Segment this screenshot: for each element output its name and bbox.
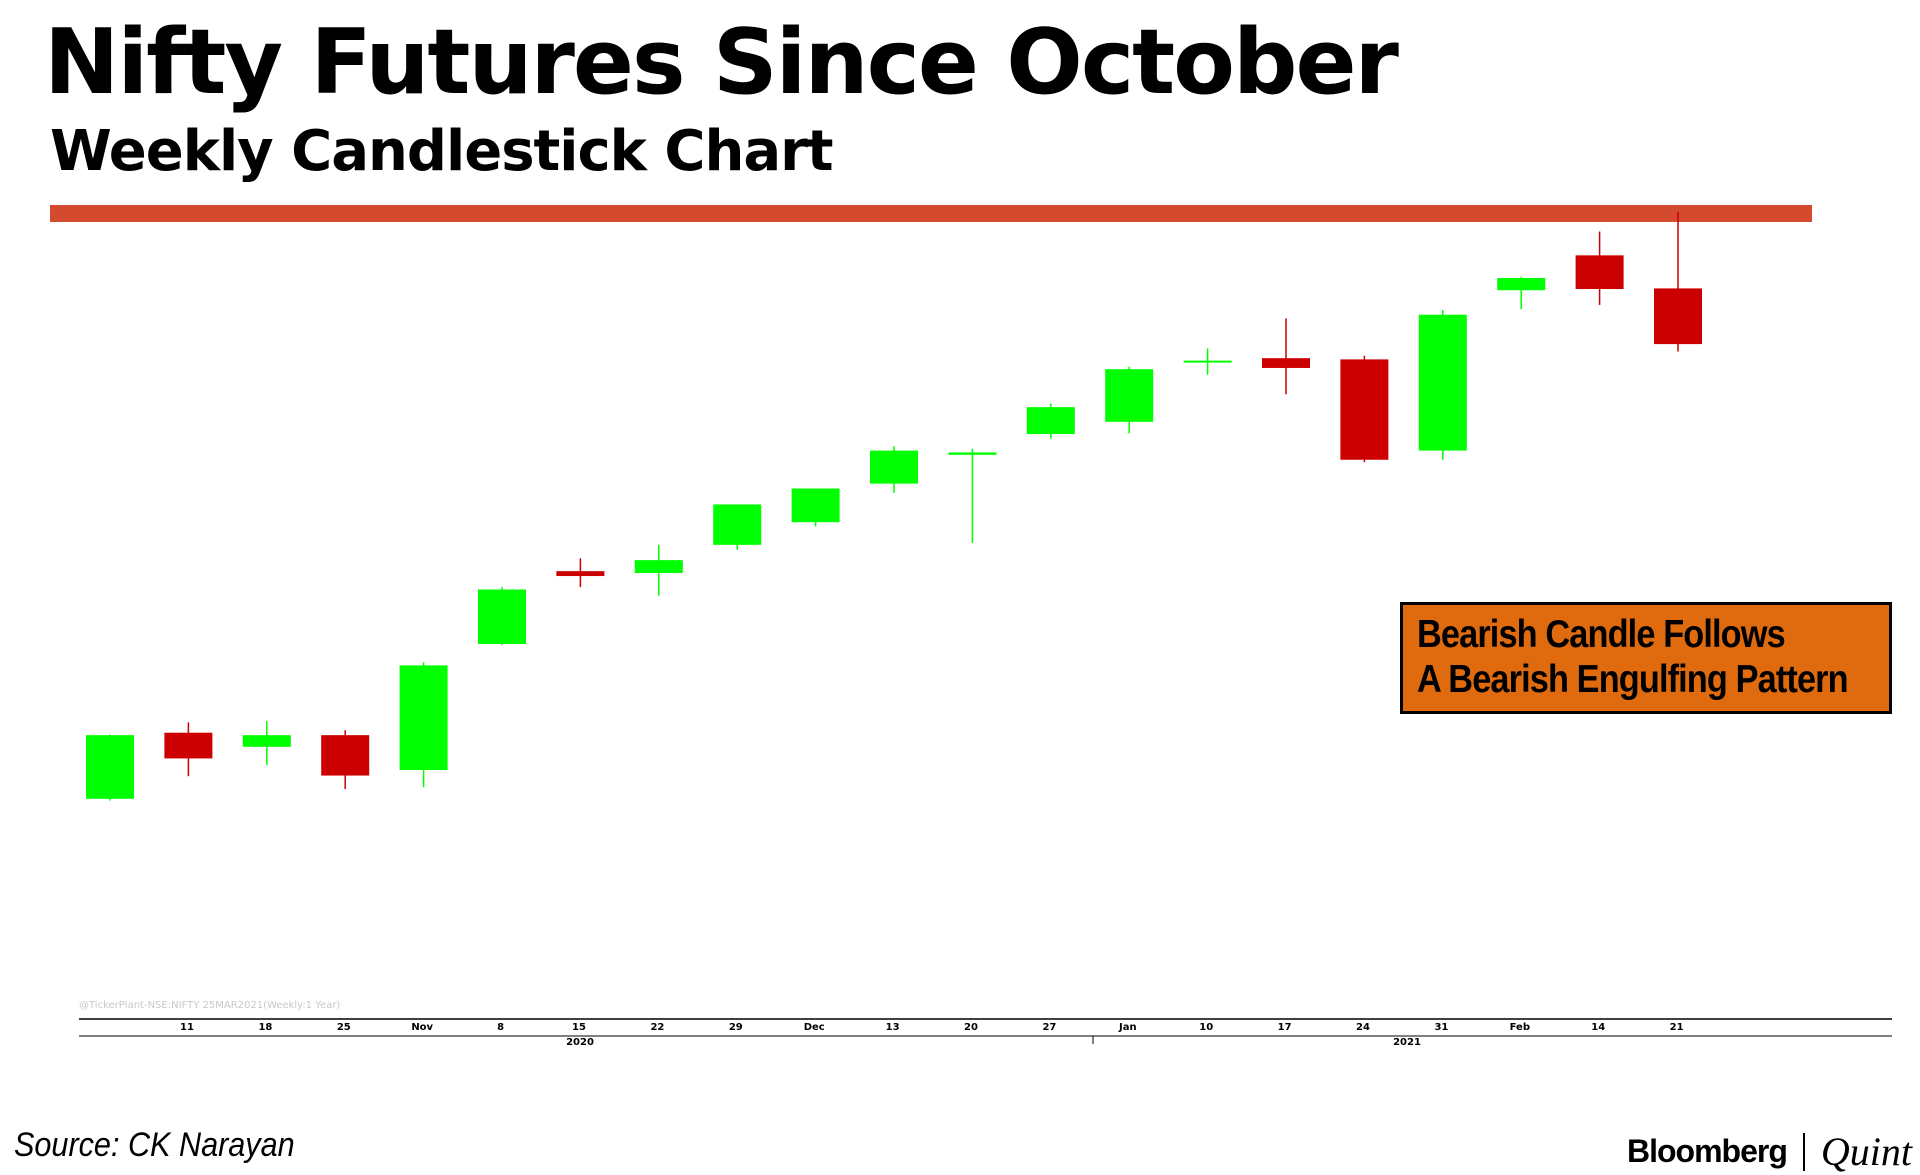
- x-tick-label: 11: [180, 1022, 194, 1033]
- chart-watermark: @TickerPlant-NSE:NIFTY 25MAR2021(Weekly:…: [79, 1000, 340, 1011]
- x-tick-label: 15: [572, 1022, 586, 1033]
- x-tick-label: 20: [964, 1022, 978, 1033]
- x-tick-label: 17: [1278, 1022, 1292, 1033]
- annotation-line-2: A Bearish Engulfing Pattern: [1417, 658, 1849, 701]
- x-tick-label: 22: [650, 1022, 664, 1033]
- x-tick-label: 29: [729, 1022, 743, 1033]
- logo-separator: [1802, 1132, 1805, 1171]
- x-tick-label: 10: [1199, 1022, 1213, 1033]
- source-text: Source: CK Narayan: [14, 1126, 295, 1164]
- bearish-candle: [1575, 255, 1624, 290]
- bloomberg-quint-logo: Bloomberg Quint: [1627, 1128, 1912, 1175]
- bearish-candle: [1654, 288, 1702, 345]
- chart-title: Nifty Futures Since October: [44, 10, 1399, 115]
- bullish-candle: [1105, 369, 1154, 422]
- x-tick-label: 14: [1591, 1022, 1605, 1033]
- bullish-candle: [478, 589, 526, 644]
- bullish-candle: [791, 488, 840, 523]
- bearish-candle: [1262, 358, 1310, 368]
- bullish-candle: [242, 735, 291, 747]
- logo-bloomberg: Bloomberg: [1626, 1133, 1788, 1169]
- bullish-candle: [86, 735, 134, 799]
- bullish-candle: [634, 560, 683, 573]
- x-tick-label: 21: [1670, 1022, 1684, 1033]
- year-label-2021: 2021: [1393, 1037, 1421, 1048]
- x-tick-label: 31: [1434, 1022, 1448, 1033]
- x-axis-ticks: 11 18 25 Nov 8 15 22 29 Dec 13 20 27 Jan 10 17 24 31 Feb 1…: [180, 1022, 1684, 1033]
- bullish-candle: [399, 665, 448, 771]
- bullish-candle: [1026, 407, 1075, 435]
- chart-subtitle: Weekly Candlestick Chart: [50, 119, 834, 184]
- bearish-candle: [321, 735, 370, 776]
- x-tick-label: Nov: [411, 1022, 433, 1033]
- year-label-2020: 2020: [566, 1037, 594, 1048]
- bullish-candle: [1497, 278, 1546, 291]
- logo-quint: Quint: [1820, 1129, 1912, 1174]
- bearish-candle: [1340, 359, 1389, 460]
- x-tick-label: Feb: [1510, 1022, 1530, 1033]
- x-tick-label: 24: [1356, 1022, 1370, 1033]
- x-tick-label: 8: [497, 1022, 504, 1033]
- bullish-candle: [948, 452, 997, 455]
- candlestick-chart: @TickerPlant-NSE:NIFTY 25MAR2021(Weekly:…: [79, 211, 1892, 1048]
- candles-group: [86, 211, 1702, 801]
- bearish-candle: [164, 732, 213, 759]
- annotation-line-1: Bearish Candle Follows: [1417, 613, 1786, 656]
- x-tick-label: 27: [1042, 1022, 1056, 1033]
- x-tick-label: Jan: [1118, 1022, 1137, 1033]
- bullish-candle: [1418, 314, 1467, 451]
- x-tick-label: 18: [258, 1022, 272, 1033]
- bearish-candle: [556, 571, 605, 577]
- bullish-candle: [1183, 360, 1232, 363]
- bullish-candle: [870, 450, 918, 484]
- x-tick-label: 13: [886, 1022, 900, 1033]
- annotation-box: Bearish Candle Follows A Bearish Engulfi…: [1400, 602, 1892, 714]
- x-tick-label: Dec: [804, 1022, 825, 1033]
- title-rule: [50, 205, 1812, 222]
- x-tick-label: 25: [337, 1022, 351, 1033]
- bullish-candle: [713, 504, 762, 545]
